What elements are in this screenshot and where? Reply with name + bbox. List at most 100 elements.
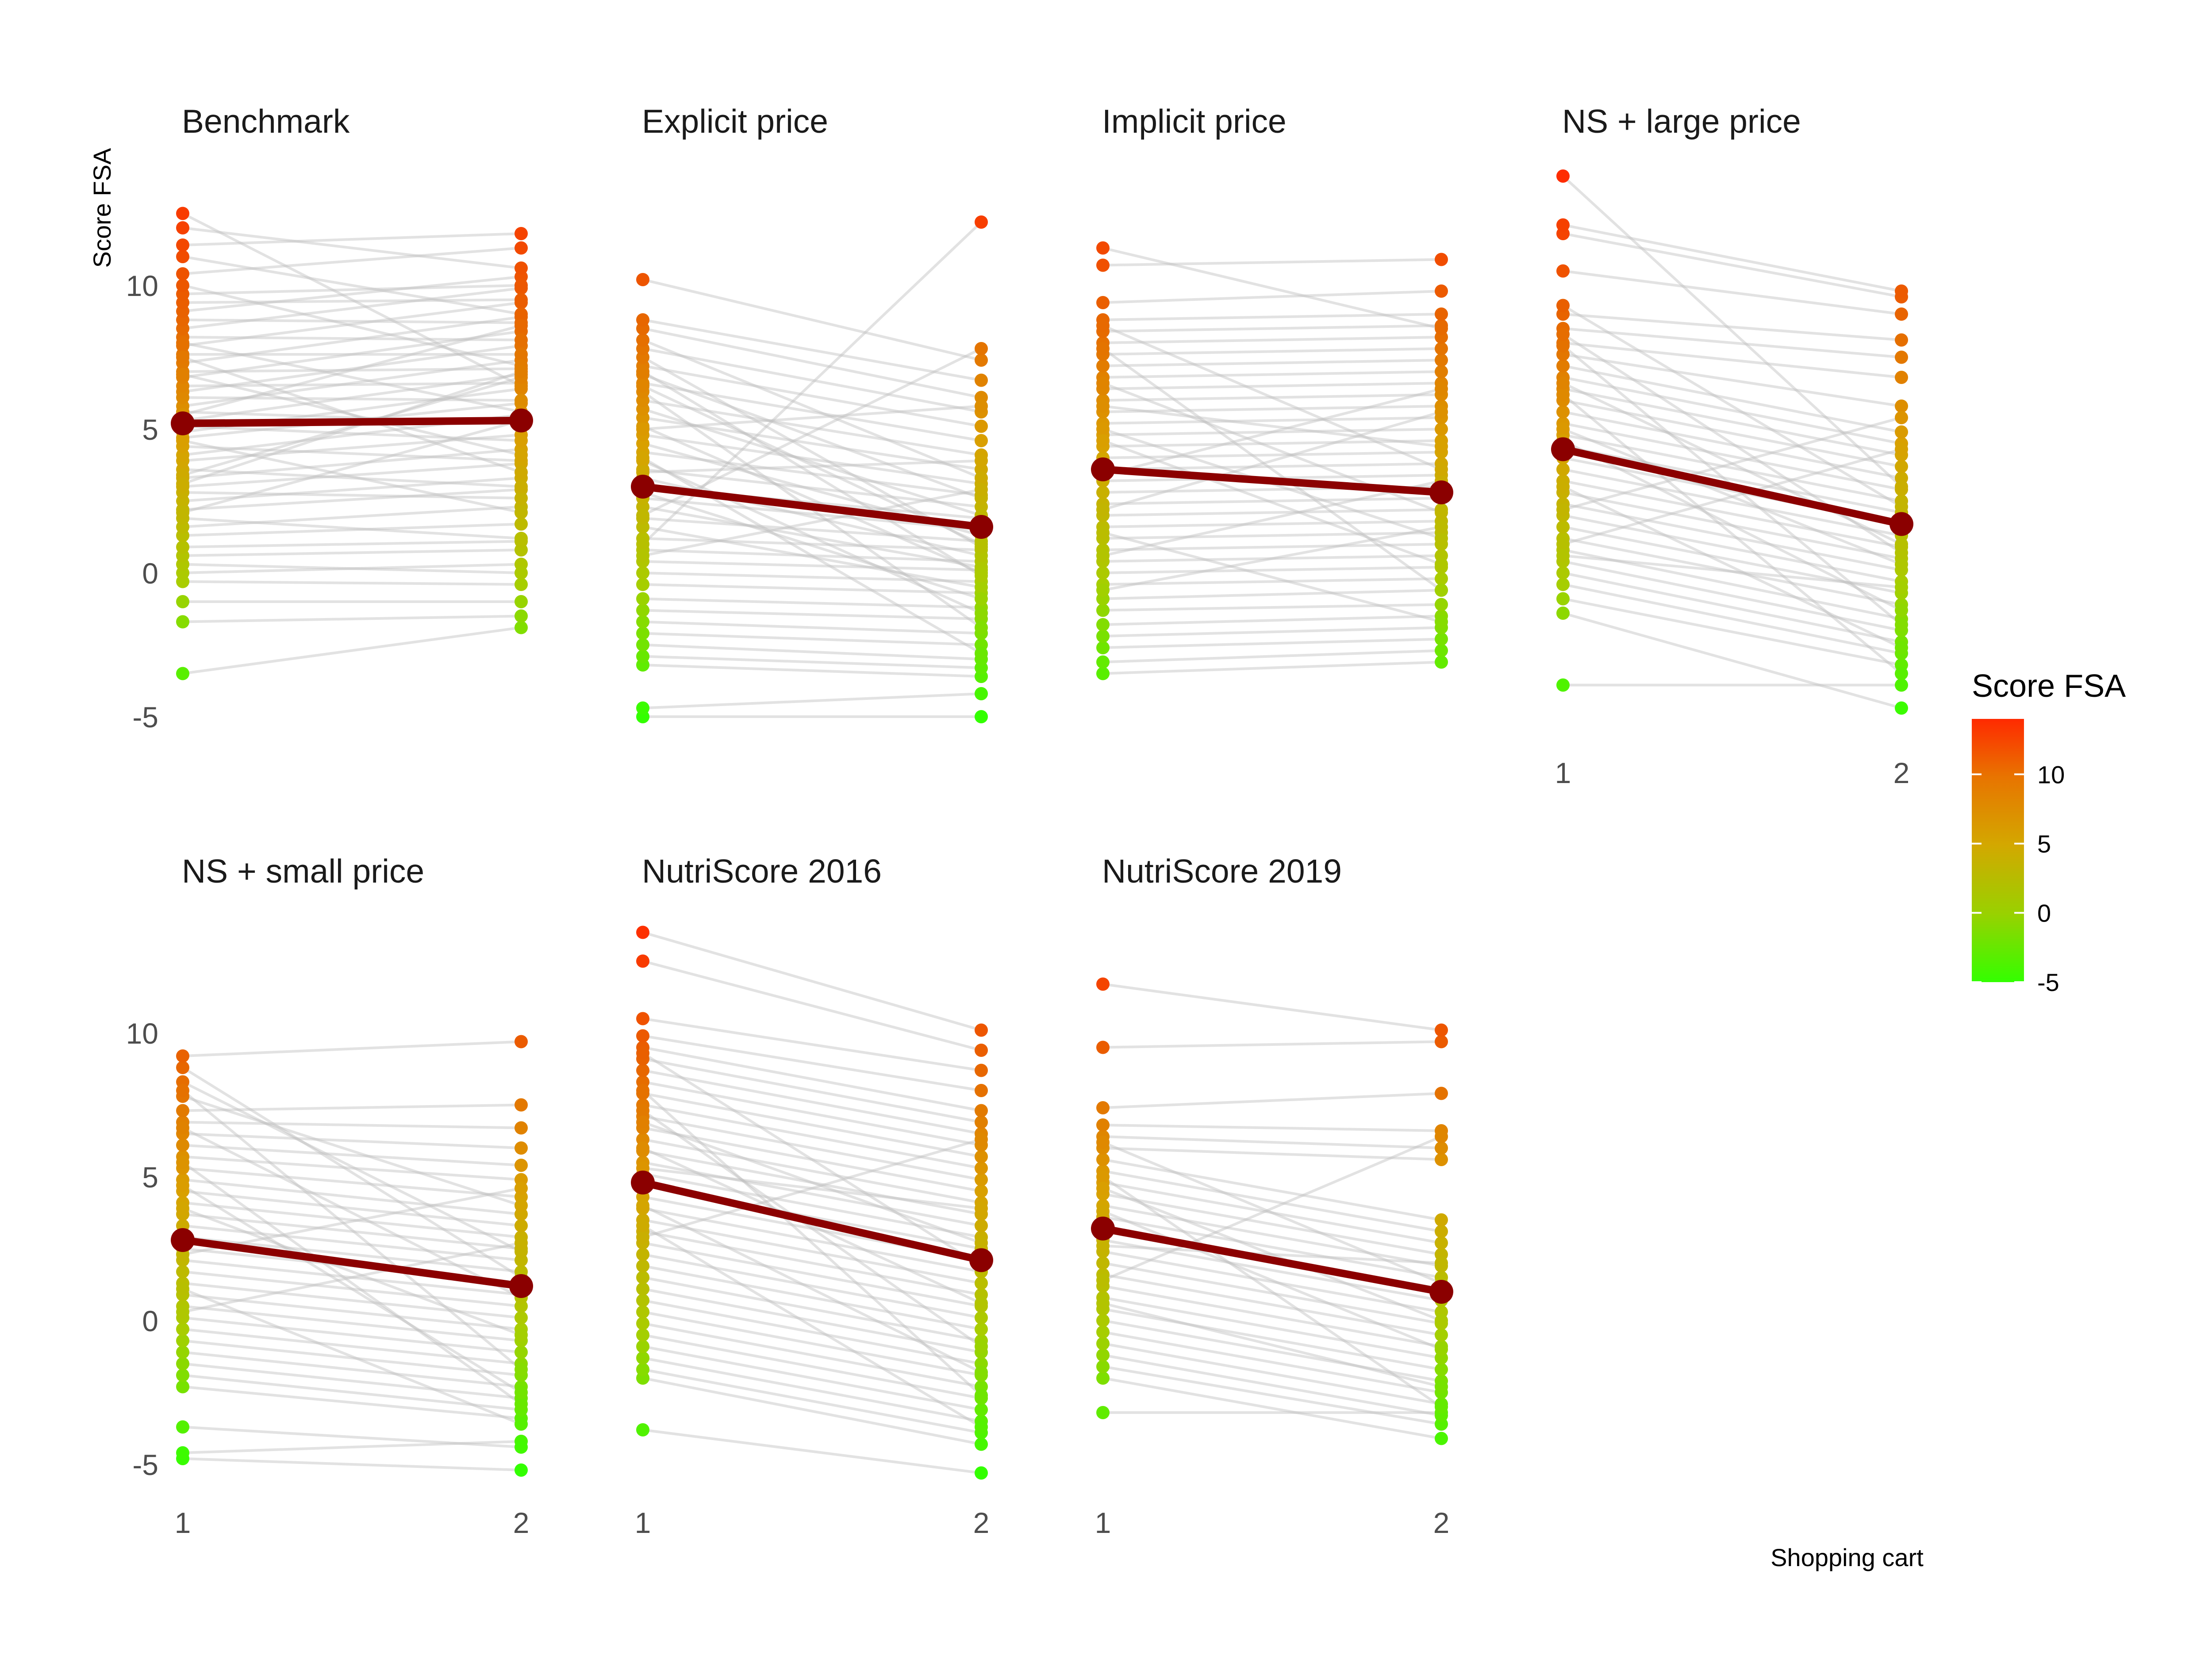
point-cart-1 (176, 368, 189, 381)
individual-points (176, 1035, 528, 1477)
individual-line (1562, 304, 1902, 508)
individual-line (642, 1092, 982, 1158)
individual-line (1562, 485, 1902, 649)
individual-line (1563, 399, 1902, 468)
point-cart-1 (1096, 1371, 1110, 1385)
individual-line (642, 632, 982, 646)
point-cart-2 (1435, 572, 1448, 585)
point-cart-1 (1556, 388, 1570, 401)
individual-line (182, 1287, 522, 1425)
point-cart-1 (1096, 1118, 1110, 1132)
individual-line (642, 407, 982, 517)
y-tick-label: -5 (132, 701, 158, 733)
point-cart-1 (1096, 503, 1110, 516)
point-cart-2 (1435, 1343, 1448, 1356)
individual-line (1562, 175, 1903, 488)
individual-line (1102, 382, 1442, 390)
point-cart-1 (176, 1357, 189, 1371)
individual-line (1102, 1170, 1442, 1233)
point-cart-2 (1435, 1400, 1448, 1413)
panel-benchmark: Benchmark (171, 103, 533, 680)
point-cart-2 (975, 1403, 988, 1417)
point-cart-2 (515, 1397, 528, 1411)
individual-line (1562, 439, 1902, 612)
mean-point-cart-2 (1889, 512, 1913, 536)
point-cart-2 (515, 227, 528, 240)
point-cart-1 (1096, 1337, 1110, 1350)
point-cart-1 (176, 1138, 189, 1152)
point-cart-1 (1556, 422, 1570, 436)
x-tick-label: 2 (973, 1506, 990, 1539)
point-cart-2 (515, 621, 528, 634)
individual-line (182, 344, 522, 393)
individual-line (1563, 503, 1902, 572)
individual-line (1102, 416, 1442, 425)
point-cart-1 (636, 1294, 649, 1307)
panel-ns-large-price: NS + large price (1551, 103, 1913, 715)
point-cart-1 (636, 1423, 649, 1436)
point-cart-1 (176, 1084, 189, 1097)
point-cart-1 (176, 350, 189, 364)
point-cart-2 (1895, 307, 1908, 321)
point-cart-2 (975, 215, 988, 229)
individual-line (1102, 1377, 1442, 1440)
point-cart-1 (636, 379, 649, 393)
individual-line (182, 1259, 522, 1296)
point-cart-1 (1096, 630, 1110, 643)
individual-line (642, 1069, 982, 1135)
individual-line (1102, 1135, 1442, 1149)
point-cart-1 (176, 238, 189, 252)
point-cart-2 (975, 342, 988, 355)
point-cart-1 (636, 1104, 649, 1118)
point-cart-1 (176, 207, 189, 220)
point-cart-1 (1096, 1170, 1110, 1183)
individual-line (1563, 514, 1902, 583)
point-cart-2 (1895, 371, 1908, 384)
individual-line (182, 319, 522, 324)
point-cart-1 (636, 1271, 649, 1284)
individual-line (1563, 560, 1902, 632)
individual-line (1102, 393, 1442, 402)
individual-line (642, 597, 982, 609)
point-cart-1 (636, 1259, 649, 1273)
point-cart-1 (1096, 319, 1110, 332)
individual-line (1102, 336, 1442, 344)
point-cart-2 (1895, 618, 1908, 631)
individual-line (182, 1440, 522, 1454)
individual-line (642, 1276, 982, 1342)
individual-line (642, 1322, 982, 1388)
individual-line (1102, 428, 1442, 436)
individual-line (1102, 411, 1442, 511)
individual-line (1102, 1342, 1442, 1406)
point-cart-1 (636, 365, 649, 378)
panel-ns-small-price: NS + small price (171, 853, 533, 1477)
point-cart-2 (1435, 1236, 1448, 1250)
individual-line (182, 1080, 522, 1253)
point-cart-2 (1435, 1380, 1448, 1394)
individual-line (1102, 405, 1442, 448)
individual-lines (641, 221, 983, 718)
point-cart-1 (636, 1219, 649, 1233)
point-cart-1 (176, 1420, 189, 1434)
point-cart-1 (1556, 376, 1570, 390)
point-cart-2 (1435, 598, 1448, 611)
point-cart-2 (975, 1276, 988, 1290)
point-cart-1 (1096, 1406, 1110, 1419)
point-cart-1 (636, 1199, 649, 1212)
point-cart-2 (515, 333, 528, 347)
individual-line (1563, 411, 1902, 480)
individual-line (182, 367, 522, 373)
individual-line (182, 246, 522, 275)
individual-line (1563, 572, 1902, 643)
individual-lines (641, 931, 983, 1475)
individual-line (642, 1161, 982, 1227)
point-cart-1 (636, 926, 649, 939)
individual-line (642, 1138, 982, 1239)
mean-line (179, 417, 525, 427)
individual-line (182, 425, 522, 442)
individual-line (642, 1138, 982, 1204)
point-cart-1 (1556, 549, 1570, 562)
point-cart-2 (975, 1420, 988, 1434)
point-cart-1 (176, 667, 189, 680)
individual-line (1563, 554, 1902, 589)
